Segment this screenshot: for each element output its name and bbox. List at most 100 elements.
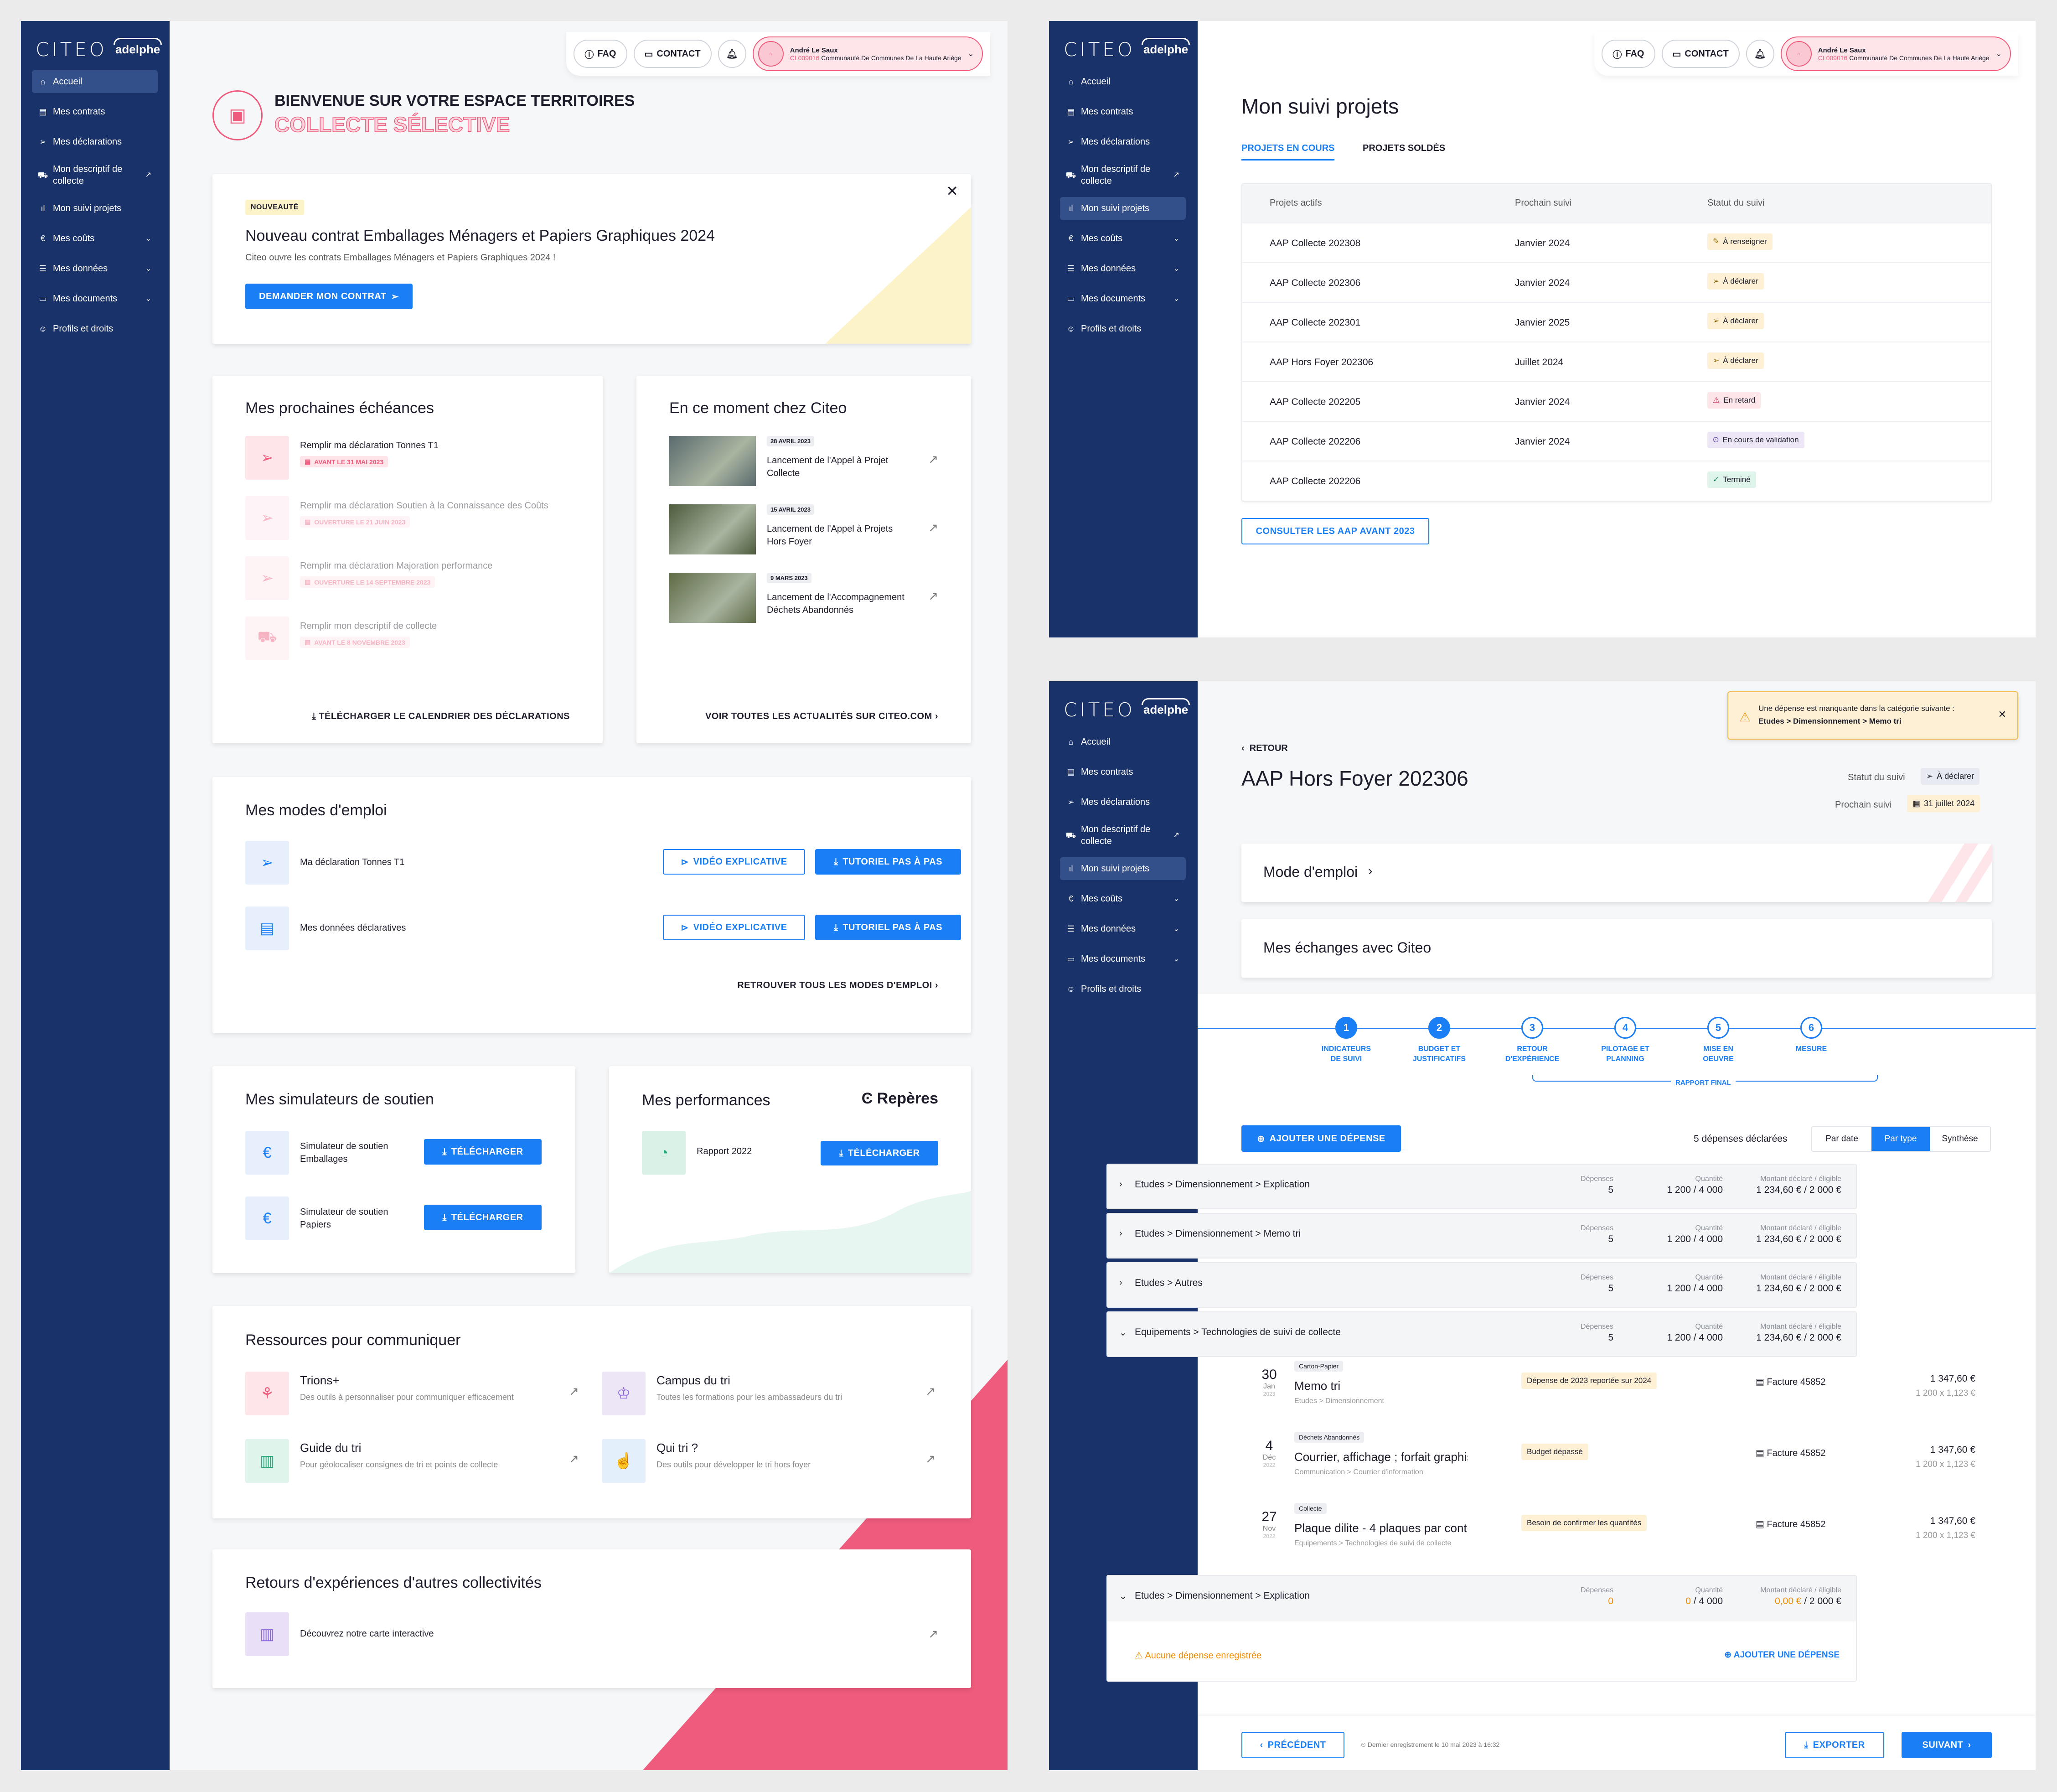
sidebar-item-3[interactable]: ⛟ Mon descriptif de collecte ↗	[1060, 821, 1186, 850]
filter-by-date[interactable]: Par date	[1825, 1134, 1858, 1144]
all-guides-link[interactable]: RETROUVER TOUS LES MODES D'EMPLOI ›	[737, 980, 938, 990]
filter-summary[interactable]: Synthèse	[1942, 1134, 1978, 1144]
download-simulator-button[interactable]: ⤓ TÉLÉCHARGER	[424, 1139, 542, 1165]
external-link-icon[interactable]: ↗	[928, 1627, 938, 1641]
map-icon: ▥	[245, 1612, 289, 1656]
download-icon: ⤓	[833, 922, 838, 932]
download-simulator-button[interactable]: ⤓ TÉLÉCHARGER	[424, 1205, 542, 1230]
contact-button[interactable]: ▭CONTACT	[1661, 40, 1740, 68]
table-row[interactable]: AAP Collecte 202308 Janvier 2024 ✎ À rens…	[1242, 223, 1991, 262]
sidebar-item-6[interactable]: ☰ Mes données ⌄	[32, 257, 158, 280]
sidebar-item-0[interactable]: ⌂ Accueil	[1060, 70, 1186, 93]
chevron-down-icon[interactable]: ⌄	[1119, 1591, 1127, 1601]
external-link-icon[interactable]: ↗	[928, 521, 938, 534]
sidebar-item-3[interactable]: ⛟ Mon descriptif de collecte ↗	[32, 161, 158, 190]
sidebar-item-5[interactable]: € Mes coûts ⌄	[1060, 227, 1186, 250]
table-row[interactable]: AAP Collecte 202301 Janvier 2025 ➢ À décl…	[1242, 302, 1991, 342]
tutorial-button[interactable]: ⤓ TUTORIEL PAS À PAS	[815, 849, 961, 875]
sidebar-item-4[interactable]: ıl Mon suivi projets	[1060, 857, 1186, 880]
step-2[interactable]: 2 BUDGET ET JUSTIFICATIFS	[1398, 1017, 1480, 1064]
logo[interactable]: CITEO adelphe	[1064, 38, 1190, 61]
step-4[interactable]: 4 PILOTAGE ET PLANNING	[1584, 1017, 1666, 1064]
step-6[interactable]: 6 MESURE	[1770, 1017, 1852, 1054]
notification-bell-icon[interactable]: 🔔︎	[1746, 40, 1774, 68]
sidebar-item-8[interactable]: ☺ Profils et droits	[1060, 978, 1186, 1000]
sidebar-item-5[interactable]: € Mes coûts ⌄	[1060, 887, 1186, 910]
invoice-link[interactable]: ▤ Facture 45852	[1756, 1519, 1826, 1529]
table-row[interactable]: AAP Hors Foyer 202306 Juillet 2024 ➢ À dé…	[1242, 342, 1991, 381]
sidebar-item-7[interactable]: ▭ Mes documents ⌄	[1060, 287, 1186, 310]
expense-category[interactable]: ⌄ Equipements > Technologies de suivi de…	[1106, 1311, 1857, 1357]
table-row[interactable]: AAP Collecte 202306 Janvier 2024 ➢ À décl…	[1242, 262, 1991, 302]
external-link-icon[interactable]: ↗	[569, 1384, 579, 1398]
sidebar-item-label: Accueil	[53, 76, 83, 87]
video-button[interactable]: ⊳ VIDÉO EXPLICATIVE	[663, 915, 805, 940]
sidebar-item-3[interactable]: ⛟ Mon descriptif de collecte ↗	[1060, 161, 1186, 190]
external-link-icon[interactable]: ↗	[928, 589, 938, 603]
step-1[interactable]: 1 INDICATEURS DE SUIVI	[1305, 1017, 1387, 1064]
sidebar-item-7[interactable]: ▭ Mes documents ⌄	[32, 287, 158, 310]
previous-button[interactable]: ‹ PRÉCÉDENT	[1241, 1732, 1344, 1758]
sidebar-item-8[interactable]: ☺ Profils et droits	[1060, 317, 1186, 340]
sidebar-item-4[interactable]: ıl Mon suivi projets	[1060, 197, 1186, 220]
contact-button[interactable]: ▭CONTACT	[633, 40, 712, 68]
thumbs-up-icon: ☝	[602, 1439, 646, 1483]
notification-bell-icon[interactable]: 🔔︎	[718, 40, 746, 68]
sidebar-item-0[interactable]: ⌂ Accueil	[32, 70, 158, 93]
sidebar-item-1[interactable]: ▤ Mes contrats	[1060, 100, 1186, 123]
close-icon[interactable]: ✕	[1998, 709, 2006, 720]
expense-category[interactable]: › Etudes > Dimensionnement > Memo tri Dé…	[1106, 1213, 1857, 1259]
exchanges-panel[interactable]: Mes échanges avec Citeo ›	[1241, 919, 1992, 978]
sidebar-item-2[interactable]: ➢ Mes déclarations	[32, 130, 158, 153]
step-5[interactable]: 5 MISE EN OEUVRE	[1677, 1017, 1759, 1064]
external-link-icon[interactable]: ↗	[569, 1452, 579, 1466]
download-calendar-link[interactable]: ⤓ TÉLÉCHARGER LE CALENDRIER DES DÉCLARAT…	[311, 711, 570, 721]
logo[interactable]: CITEO adelphe	[36, 38, 162, 61]
table-row[interactable]: AAP Collecte 202206 ✓ Terminé	[1242, 461, 1991, 500]
user-guide-panel[interactable]: Mode d'emploi ›	[1241, 844, 1992, 902]
expense-category[interactable]: › Etudes > Dimensionnement > Explication…	[1106, 1164, 1857, 1209]
sidebar-item-1[interactable]: ▤ Mes contrats	[32, 100, 158, 123]
sidebar-item-4[interactable]: ıl Mon suivi projets	[32, 197, 158, 220]
sidebar-item-6[interactable]: ☰ Mes données ⌄	[1060, 257, 1186, 280]
download-report-button[interactable]: ⤓ TÉLÉCHARGER	[821, 1141, 938, 1165]
user-menu[interactable]: ⌂ André Le Saux CL009016 Communauté De C…	[752, 36, 983, 71]
filter-by-type[interactable]: Par type	[1871, 1127, 1930, 1151]
consult-older-projects-button[interactable]: CONSULTER LES AAP AVANT 2023	[1241, 518, 1429, 544]
video-button[interactable]: ⊳ VIDÉO EXPLICATIVE	[663, 849, 805, 875]
back-link[interactable]: ‹ RETOUR	[1241, 743, 1288, 753]
user-menu[interactable]: ⌂ André Le Saux CL009016 Communauté De C…	[1780, 36, 2011, 71]
all-news-link[interactable]: VOIR TOUTES LES ACTUALITÉS SUR CITEO.COM…	[705, 711, 938, 721]
table-row[interactable]: AAP Collecte 202205 Janvier 2024 ⚠ En ret…	[1242, 381, 1991, 421]
expense-category[interactable]: › Etudes > Autres Dépenses 5 Quantité 1 20…	[1106, 1262, 1857, 1308]
invoice-link[interactable]: ▤ Facture 45852	[1756, 1448, 1826, 1458]
sidebar-item-7[interactable]: ▭ Mes documents ⌄	[1060, 948, 1186, 970]
sidebar-item-2[interactable]: ➢ Mes déclarations	[1060, 791, 1186, 813]
close-icon[interactable]: ✕	[946, 183, 958, 199]
next-button[interactable]: SUIVANT ›	[1902, 1732, 1992, 1758]
add-expense-link[interactable]: ⊕ AJOUTER UNE DÉPENSE	[1724, 1650, 1840, 1660]
table-row[interactable]: AAP Collecte 202206 Janvier 2024 ⏲ En cou…	[1242, 421, 1991, 461]
external-link-icon[interactable]: ↗	[925, 1384, 935, 1398]
sidebar-item-0[interactable]: ⌂ Accueil	[1060, 730, 1186, 753]
sidebar-item-6[interactable]: ☰ Mes données ⌄	[1060, 917, 1186, 940]
logo[interactable]: CITEO adelphe	[1064, 698, 1190, 721]
external-link-icon[interactable]: ↗	[925, 1452, 935, 1466]
export-button[interactable]: ⤓ EXPORTER	[1785, 1732, 1884, 1758]
add-expense-button[interactable]: ⊕ AJOUTER UNE DÉPENSE	[1241, 1125, 1401, 1152]
request-contract-button[interactable]: DEMANDER MON CONTRAT ➢	[245, 284, 413, 309]
external-link-icon[interactable]: ↗	[928, 452, 938, 466]
tutorial-button[interactable]: ⤓ TUTORIEL PAS À PAS	[815, 915, 961, 940]
step-3[interactable]: 3 RETOUR D'EXPÉRIENCE	[1491, 1017, 1573, 1064]
tab-projects-ongoing[interactable]: PROJETS EN COURS	[1241, 143, 1335, 161]
sidebar-item-8[interactable]: ☺ Profils et droits	[32, 317, 158, 340]
tab-projects-closed[interactable]: PROJETS SOLDÉS	[1363, 143, 1446, 153]
user-guides-card: Mes modes d'emploi ➢ Ma déclaration Tonn…	[212, 777, 971, 1033]
invoice-link[interactable]: ▤ Facture 45852	[1756, 1377, 1826, 1387]
sidebar-item-2[interactable]: ➢ Mes déclarations	[1060, 130, 1186, 153]
resources-title: Ressources pour communiquer	[245, 1331, 461, 1349]
sidebar-item-5[interactable]: € Mes coûts ⌄	[32, 227, 158, 250]
sidebar-item-1[interactable]: ▤ Mes contrats	[1060, 761, 1186, 783]
